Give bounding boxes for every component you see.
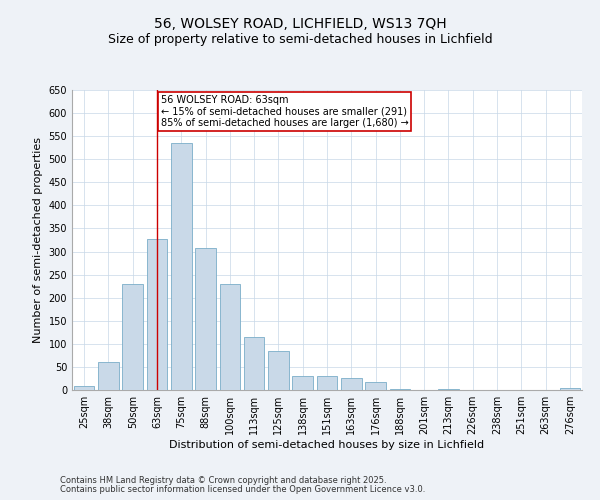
Bar bbox=[268, 351, 289, 390]
Bar bbox=[98, 362, 119, 390]
Bar bbox=[560, 388, 580, 390]
Bar bbox=[220, 284, 240, 390]
Text: Size of property relative to semi-detached houses in Lichfield: Size of property relative to semi-detach… bbox=[107, 32, 493, 46]
Bar bbox=[74, 386, 94, 390]
Bar bbox=[122, 284, 143, 390]
Text: 56 WOLSEY ROAD: 63sqm
← 15% of semi-detached houses are smaller (291)
85% of sem: 56 WOLSEY ROAD: 63sqm ← 15% of semi-deta… bbox=[161, 94, 409, 128]
Bar bbox=[365, 382, 386, 390]
X-axis label: Distribution of semi-detached houses by size in Lichfield: Distribution of semi-detached houses by … bbox=[169, 440, 485, 450]
Bar bbox=[146, 238, 167, 390]
Bar bbox=[317, 376, 337, 390]
Bar bbox=[171, 143, 191, 390]
Bar bbox=[389, 388, 410, 390]
Text: 56, WOLSEY ROAD, LICHFIELD, WS13 7QH: 56, WOLSEY ROAD, LICHFIELD, WS13 7QH bbox=[154, 18, 446, 32]
Bar bbox=[341, 378, 362, 390]
Bar bbox=[244, 337, 265, 390]
Bar bbox=[195, 248, 216, 390]
Bar bbox=[438, 389, 459, 390]
Y-axis label: Number of semi-detached properties: Number of semi-detached properties bbox=[33, 137, 43, 343]
Text: Contains HM Land Registry data © Crown copyright and database right 2025.: Contains HM Land Registry data © Crown c… bbox=[60, 476, 386, 485]
Text: Contains public sector information licensed under the Open Government Licence v3: Contains public sector information licen… bbox=[60, 485, 425, 494]
Bar bbox=[292, 376, 313, 390]
